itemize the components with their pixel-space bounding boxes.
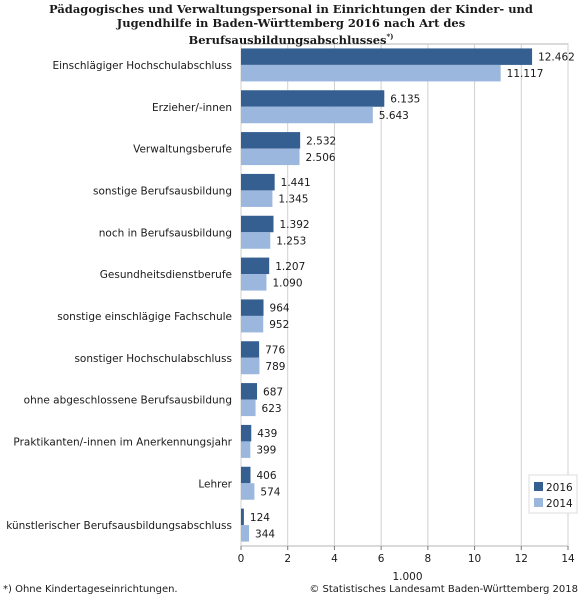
value-label: 1.090	[272, 277, 302, 289]
legend-swatch-2014	[534, 498, 543, 507]
plot-area	[240, 43, 569, 547]
bar-2016	[241, 132, 301, 149]
bar-2014	[241, 441, 251, 458]
category-label: Verwaltungsberufe	[133, 144, 232, 156]
value-label: 1.392	[280, 219, 310, 231]
value-label: 406	[256, 470, 276, 482]
bar-2014	[241, 483, 255, 500]
category-label: sonstige einschlägige Fachschule	[57, 311, 232, 323]
bar-2016	[241, 215, 274, 233]
value-label: 1.441	[281, 177, 311, 189]
x-tick-label: 6	[378, 553, 385, 565]
x-tick-label: 4	[331, 553, 338, 565]
chart-title-line-2: Jugendhilfe in Baden-Württemberg 2016 na…	[116, 16, 466, 30]
value-label: 399	[256, 445, 276, 457]
value-label: 687	[263, 386, 283, 398]
x-tick-label: 0	[238, 553, 245, 565]
bar-2014	[241, 399, 256, 417]
value-label: 952	[269, 319, 289, 331]
bar-2016	[241, 508, 244, 526]
bar-2016	[241, 424, 252, 442]
category-label: ohne abgeschlossene Berufsausbildung	[24, 395, 232, 407]
bar-2014	[241, 315, 264, 333]
source-note: © Statistisches Landesamt Baden-Württemb…	[309, 584, 578, 595]
footnote: *) Ohne Kindertageseinrichtungen.	[3, 584, 178, 595]
bar-2014	[241, 274, 267, 291]
chart-title: Pädagogisches und Verwaltungspersonal in…	[0, 2, 582, 47]
chart-title-line-1: Pädagogisches und Verwaltungspersonal in…	[49, 2, 533, 16]
value-label: 574	[260, 487, 280, 499]
value-label: 2.506	[306, 152, 336, 164]
value-label: 344	[255, 528, 275, 540]
category-label: Einschlägiger Hochschulabschluss	[52, 60, 232, 72]
title-footnote-mark: *)	[386, 32, 394, 41]
x-tick-label: 10	[468, 553, 481, 565]
value-label: 1.345	[278, 194, 308, 206]
value-label: 6.135	[390, 94, 420, 106]
chart-title-line-3: Berufsausbildungsabschlusses*)	[0, 30, 582, 47]
bar-2016	[241, 299, 264, 316]
category-label: noch in Berufsausbildung	[99, 227, 232, 239]
bar-2016	[241, 90, 385, 107]
x-tick-label: 2	[284, 553, 291, 565]
value-label: 776	[265, 345, 285, 357]
bar-2014	[241, 190, 273, 207]
legend-label-2016: 2016	[546, 482, 573, 494]
category-label: Praktikanten/-innen im Anerkennungsjahr	[13, 436, 232, 448]
bar-2016	[241, 383, 258, 400]
legend-swatch-2016	[534, 482, 543, 491]
value-label: 623	[262, 403, 282, 415]
value-label: 1.207	[275, 261, 305, 273]
bar-2014	[241, 106, 373, 124]
value-label: 2.532	[306, 135, 336, 147]
x-axis-label: 1.000	[392, 571, 422, 583]
value-label: 11.117	[507, 68, 544, 80]
x-tick-label: 8	[425, 553, 432, 565]
bar-2014	[241, 232, 271, 249]
value-label: 1.253	[276, 236, 306, 248]
category-label: Gesundheitsdienstberufe	[100, 269, 232, 281]
bar-2014	[241, 525, 250, 542]
value-label: 789	[265, 361, 285, 373]
category-label: Lehrer	[198, 478, 232, 490]
bar-2016	[241, 48, 533, 65]
x-tick-label: 12	[515, 553, 528, 565]
value-label: 439	[257, 428, 277, 440]
bar-2014	[241, 64, 501, 82]
chart-title-line-3-text: Berufsausbildungsabschlusses	[188, 32, 387, 47]
bar-2016	[241, 173, 275, 191]
category-label: sonstige Berufsausbildung	[93, 185, 232, 197]
category-label: Erzieher/-innen	[152, 102, 232, 114]
bar-2016	[241, 257, 270, 275]
bar-2016	[241, 341, 260, 358]
x-tick-label: 14	[561, 553, 575, 565]
value-label: 12.462	[538, 52, 575, 64]
bar-2016	[241, 466, 251, 484]
value-label: 124	[250, 512, 270, 524]
bar-2014	[241, 357, 260, 375]
bar-2014	[241, 148, 300, 166]
category-label: künstlerischer Berufsausbildungsabschlus…	[6, 520, 232, 532]
value-label: 5.643	[379, 110, 409, 122]
category-label: sonstiger Hochschulabschluss	[74, 353, 232, 365]
value-label: 964	[270, 303, 290, 315]
legend-label-2014: 2014	[546, 498, 573, 510]
